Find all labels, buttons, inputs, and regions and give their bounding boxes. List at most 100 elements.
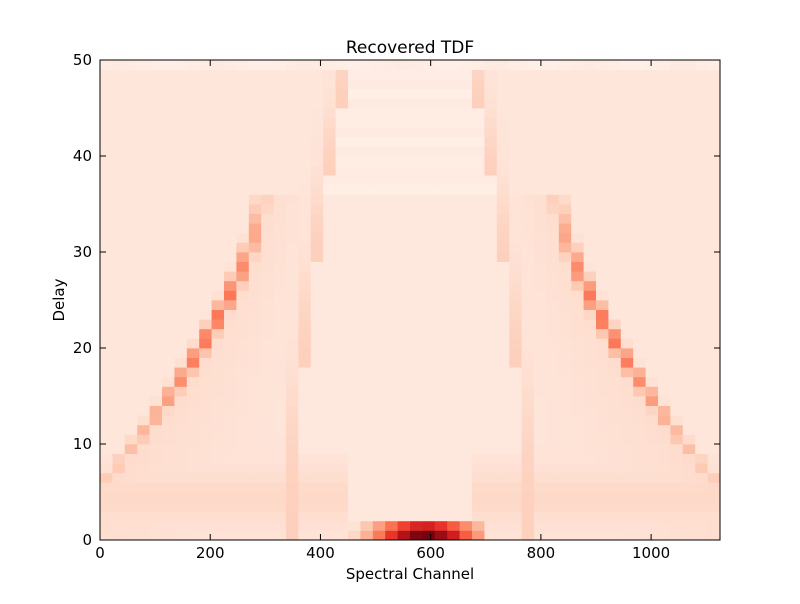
- heatmap-cell: [596, 376, 609, 387]
- heatmap-cell: [571, 357, 584, 368]
- heatmap-cell: [310, 242, 324, 253]
- heatmap-cell: [186, 463, 200, 474]
- heatmap-cell: [583, 232, 597, 243]
- heatmap-cell: [608, 530, 622, 541]
- heatmap-cell: [583, 492, 597, 502]
- heatmap-cell: [273, 223, 287, 234]
- heatmap-cell: [273, 444, 287, 454]
- heatmap-cell: [162, 348, 175, 358]
- heatmap-cell: [645, 300, 659, 310]
- heatmap-cell: [410, 319, 423, 330]
- heatmap-cell: [199, 117, 212, 128]
- heatmap-cell: [385, 165, 398, 176]
- heatmap-cell: [410, 482, 423, 493]
- heatmap-cell: [558, 117, 572, 128]
- heatmap-cell: [434, 280, 448, 291]
- heatmap-cell: [286, 261, 299, 272]
- heatmap-cell: [186, 328, 200, 339]
- heatmap-cell: [571, 338, 584, 349]
- heatmap-cell: [124, 300, 138, 310]
- heatmap-cell: [174, 184, 188, 195]
- heatmap-cell: [137, 232, 150, 243]
- heatmap-cell: [397, 280, 411, 291]
- heatmap-cell: [410, 501, 423, 512]
- heatmap-cell: [447, 434, 460, 445]
- heatmap-cell: [546, 156, 560, 166]
- heatmap-cell: [695, 127, 708, 138]
- heatmap-cell: [633, 453, 646, 464]
- heatmap-cell: [558, 348, 572, 358]
- heatmap-cell: [484, 69, 498, 80]
- heatmap-cell: [571, 184, 584, 195]
- heatmap-cell: [310, 108, 324, 118]
- heatmap-cell: [546, 386, 560, 397]
- heatmap-cell: [434, 204, 448, 214]
- heatmap-cell: [211, 367, 225, 378]
- heatmap-cell: [100, 223, 113, 234]
- heatmap-cell: [608, 252, 622, 262]
- heatmap-cell: [558, 223, 572, 234]
- heatmap-cell: [137, 136, 150, 147]
- heatmap-cell: [670, 453, 684, 464]
- heatmap-cell: [248, 386, 262, 397]
- heatmap-cell: [670, 338, 684, 349]
- heatmap-cell: [199, 530, 212, 541]
- heatmap-cell: [174, 453, 188, 464]
- heatmap-cell: [472, 376, 485, 387]
- heatmap-cell: [546, 511, 560, 522]
- heatmap-cell: [199, 386, 212, 397]
- heatmap-cell: [459, 271, 473, 282]
- heatmap-cell: [397, 108, 411, 118]
- heatmap-cell: [385, 444, 398, 454]
- heatmap-cell: [137, 223, 150, 234]
- heatmap-cell: [224, 261, 237, 272]
- heatmap-cell: [534, 156, 547, 166]
- heatmap-cell: [112, 117, 126, 128]
- heatmap-cell: [174, 386, 188, 397]
- heatmap-cell: [385, 213, 398, 224]
- heatmap-cell: [596, 242, 609, 253]
- heatmap-cell: [608, 396, 622, 406]
- heatmap-cell: [472, 319, 485, 330]
- heatmap-cell: [670, 501, 684, 512]
- heatmap-cell: [571, 271, 584, 282]
- heatmap-cell: [434, 98, 448, 109]
- heatmap-cell: [447, 396, 460, 406]
- heatmap-cell: [149, 271, 163, 282]
- heatmap-cell: [385, 98, 398, 109]
- heatmap-cell: [447, 69, 460, 80]
- heatmap-cell: [534, 280, 547, 291]
- heatmap-cell: [335, 463, 349, 474]
- heatmap-cell: [596, 204, 609, 214]
- heatmap-cell: [658, 338, 671, 349]
- heatmap-cell: [273, 156, 287, 166]
- heatmap-cell: [360, 98, 374, 109]
- heatmap-cell: [360, 223, 374, 234]
- heatmap-cell: [484, 261, 498, 272]
- heatmap-cell: [682, 136, 696, 147]
- heatmap-cell: [137, 520, 150, 531]
- heatmap-cell: [112, 79, 126, 90]
- heatmap-cell: [682, 146, 696, 157]
- heatmap-cell: [496, 290, 510, 301]
- heatmap-cell: [323, 271, 336, 282]
- heatmap-cell: [236, 511, 250, 522]
- heatmap-cell: [546, 357, 560, 368]
- heatmap-cell: [459, 386, 473, 397]
- heatmap-cell: [670, 463, 684, 474]
- heatmap-cell: [137, 376, 150, 387]
- heatmap-cell: [248, 204, 262, 214]
- heatmap-cell: [310, 472, 324, 483]
- heatmap-cell: [509, 367, 522, 378]
- heatmap-cell: [348, 319, 361, 330]
- heatmap-cell: [534, 242, 547, 253]
- heatmap-cell: [695, 520, 708, 531]
- heatmap-cell: [509, 319, 522, 330]
- heatmap-cell: [546, 415, 560, 426]
- heatmap-cell: [670, 367, 684, 378]
- heatmap-cell: [571, 492, 584, 502]
- heatmap-cell: [335, 492, 349, 502]
- heatmap-cell: [707, 300, 721, 310]
- heatmap-cell: [174, 213, 188, 224]
- heatmap-cell: [472, 511, 485, 522]
